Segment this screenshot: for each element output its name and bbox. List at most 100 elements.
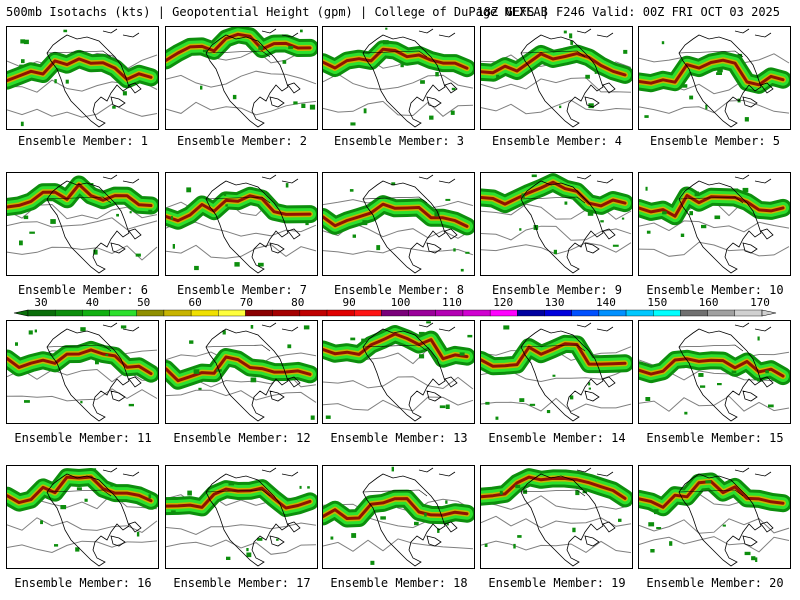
isotach-speckle (419, 354, 425, 359)
isotach-speckle (250, 325, 254, 329)
colorbar-swatch (218, 309, 246, 317)
isotach-speckle (330, 536, 334, 540)
coastline (362, 28, 458, 128)
map-canvas (481, 28, 632, 128)
colorbar-swatch (408, 309, 436, 317)
isotach-speckle (585, 74, 590, 79)
isotach-speckle (258, 45, 263, 50)
colorbar-swatch (571, 309, 600, 317)
colorbar-tick-label: 120 (493, 296, 514, 309)
isotach-speckle (698, 373, 704, 377)
coastline (362, 467, 458, 567)
colorbar-swatch (462, 309, 491, 317)
isotach-speckle (110, 483, 114, 487)
isotach-speckle (80, 400, 83, 404)
ensemble-map-panel (638, 26, 791, 130)
isotach-speckle (563, 30, 567, 34)
isotach-speckle (594, 70, 597, 74)
isotach-speckle (222, 330, 226, 335)
isotach-speckle (569, 33, 573, 39)
colorbar-left-arrow (13, 309, 29, 317)
isotach-speckle (731, 370, 737, 374)
country-border (520, 50, 586, 58)
isotach-speckle (529, 403, 536, 406)
ensemble-member-label: Ensemble Member: 19 (488, 576, 626, 590)
height-contour (323, 100, 474, 117)
jet-isotach-band (166, 355, 312, 383)
colorbar-swatch (381, 309, 409, 317)
ensemble-map-panel (165, 26, 318, 130)
isotach-speckle (496, 74, 500, 79)
height-contour (323, 246, 474, 256)
height-contour (7, 245, 158, 261)
isotach-speckle (499, 490, 503, 495)
jet-isotach-band (481, 342, 627, 368)
isotach-speckle (644, 115, 649, 118)
isotach-speckle (465, 251, 470, 254)
isotach-speckle (186, 187, 192, 193)
ensemble-map-panel (165, 172, 318, 276)
isotach-speckle (588, 387, 591, 390)
isotach-speckle (305, 221, 309, 226)
isotach-speckle (380, 516, 386, 520)
isotach-speckle (445, 500, 448, 504)
isotach-speckle (40, 520, 43, 525)
country-border (362, 489, 428, 497)
height-contour (481, 515, 632, 529)
jet-isotach-band (639, 194, 785, 218)
country-border (362, 344, 428, 352)
map-canvas (7, 467, 158, 567)
isotach-speckle (148, 209, 153, 213)
ensemble-map-panel (480, 465, 633, 569)
colorbar-tick-label: 90 (342, 296, 356, 309)
isotach-speckle (54, 544, 59, 547)
isotach-speckle (656, 527, 662, 530)
map-canvas (323, 174, 474, 274)
isotach-speckle (437, 528, 440, 533)
isotach-speckle (116, 213, 119, 217)
ensemble-member-label: Ensemble Member: 17 (173, 576, 311, 590)
map-canvas (166, 27, 317, 128)
isotach-speckle (519, 398, 525, 402)
ensemble-member-label: Ensemble Member: 14 (488, 431, 626, 445)
isotach-speckle (170, 215, 173, 220)
country-border (520, 196, 586, 204)
isotach-speckle (742, 187, 749, 193)
isotach-speckle (459, 352, 465, 356)
ensemble-map-panel (480, 26, 633, 130)
isotach-speckle (349, 189, 354, 192)
map-canvas (639, 322, 790, 422)
isotach-speckle (257, 537, 263, 541)
isotach-speckle (63, 29, 68, 33)
ensemble-map-panel (322, 465, 475, 569)
isotach-speckle (420, 80, 425, 84)
isotach-speckle (50, 219, 56, 224)
colorbar-swatch (707, 309, 736, 317)
coastline (205, 467, 301, 567)
colorbar-swatch (680, 309, 708, 317)
map-canvas (481, 467, 632, 567)
map-canvas (323, 466, 474, 567)
isotach-speckle (75, 547, 80, 552)
isotach-speckle (645, 397, 651, 401)
colorbar-swatch (544, 309, 572, 317)
isotach-speckle (513, 543, 516, 549)
isotach-speckle (517, 535, 522, 538)
coastline (678, 174, 774, 274)
height-contour (639, 220, 790, 233)
country-border (520, 344, 586, 352)
isotach-speckle (439, 405, 446, 409)
isotach-speckle (588, 103, 594, 109)
isotach-speckle (552, 374, 556, 377)
isotach-speckle (362, 220, 368, 226)
colorbar-tick-label: 30 (34, 296, 48, 309)
colorbar-swatch (27, 309, 56, 317)
coastline (678, 28, 774, 128)
isotach-speckle (453, 248, 456, 252)
isotach-speckle (645, 186, 648, 191)
ensemble-member-label: Ensemble Member: 5 (649, 134, 781, 148)
colorbar-swatch (435, 309, 464, 317)
ensemble-member-label: Ensemble Member: 10 (646, 283, 784, 297)
isotach-speckle (621, 217, 625, 220)
isotach-speckle (650, 549, 655, 553)
